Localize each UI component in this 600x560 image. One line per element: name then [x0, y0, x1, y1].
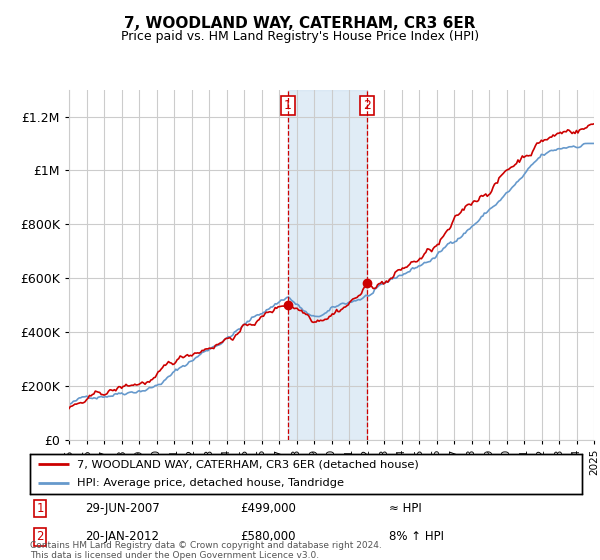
- Text: Price paid vs. HM Land Registry's House Price Index (HPI): Price paid vs. HM Land Registry's House …: [121, 30, 479, 43]
- Text: 7, WOODLAND WAY, CATERHAM, CR3 6ER: 7, WOODLAND WAY, CATERHAM, CR3 6ER: [124, 16, 476, 31]
- Text: 8% ↑ HPI: 8% ↑ HPI: [389, 530, 444, 543]
- Text: 7, WOODLAND WAY, CATERHAM, CR3 6ER (detached house): 7, WOODLAND WAY, CATERHAM, CR3 6ER (deta…: [77, 460, 419, 469]
- Text: £499,000: £499,000: [240, 502, 296, 515]
- Text: Contains HM Land Registry data © Crown copyright and database right 2024.
This d: Contains HM Land Registry data © Crown c…: [30, 540, 382, 560]
- Text: 29-JUN-2007: 29-JUN-2007: [85, 502, 160, 515]
- Text: HPI: Average price, detached house, Tandridge: HPI: Average price, detached house, Tand…: [77, 478, 344, 488]
- Text: 2: 2: [364, 99, 371, 112]
- Bar: [287, 90, 367, 440]
- Text: 1: 1: [36, 502, 44, 515]
- Text: £580,000: £580,000: [240, 530, 295, 543]
- Text: 20-JAN-2012: 20-JAN-2012: [85, 530, 159, 543]
- Text: ≈ HPI: ≈ HPI: [389, 502, 422, 515]
- Text: 2: 2: [36, 530, 44, 543]
- Text: 1: 1: [284, 99, 292, 112]
